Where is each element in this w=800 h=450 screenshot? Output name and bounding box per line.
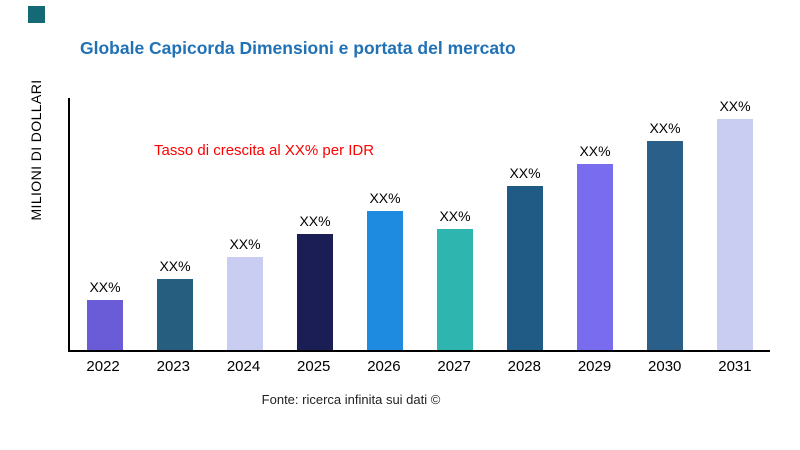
x-axis-label: 2028: [507, 358, 541, 375]
x-axis-labels: 2022 2023 2024 2025 2026 2027 2028 2029 2030 2031: [68, 358, 770, 375]
bar-value-label: XX%: [649, 119, 681, 136]
bar-2025: [297, 234, 333, 350]
plot-area: Tasso di crescita al XX% per IDR XX% XX% X…: [68, 98, 770, 352]
bar-column: XX%: [350, 98, 420, 350]
x-axis-label: 2029: [577, 358, 612, 375]
bar-value-label: XX%: [229, 235, 261, 252]
bar-column: XX%: [700, 98, 770, 350]
bar-column: XX%: [70, 98, 140, 350]
bar-column: XX%: [210, 98, 280, 350]
x-axis-label: 2023: [156, 358, 190, 375]
logo-mark: [28, 6, 45, 23]
growth-rate-annotation: Tasso di crescita al XX% per IDR: [154, 142, 375, 159]
y-axis-title: MILIONI DI DOLLARI: [28, 79, 44, 221]
bar-2022: [87, 299, 123, 350]
page-title: Globale Capicorda Dimensioni e portata d…: [80, 38, 516, 58]
bar-value-label: XX%: [719, 98, 751, 114]
bar-value-label: XX%: [509, 165, 541, 182]
x-axis-label: 2030: [648, 358, 682, 375]
bar-2028: [507, 186, 543, 350]
source-note: Fonte: ricerca infinita sui dati ©: [261, 392, 441, 407]
bar-2027: [437, 229, 473, 350]
bar-2026: [367, 211, 403, 350]
bar-2024: [227, 256, 263, 350]
x-axis-label: 2022: [86, 358, 120, 375]
x-axis-label: 2026: [367, 358, 401, 375]
bar-value-label: XX%: [439, 208, 471, 225]
bar-2023: [157, 279, 193, 350]
x-axis-label: 2031: [718, 358, 752, 375]
bar-column: XX%: [490, 98, 560, 350]
x-axis-label: 2025: [297, 358, 331, 375]
bar-column: XX%: [560, 98, 630, 350]
bar-value-label: XX%: [159, 258, 191, 275]
bar-column: XX%: [420, 98, 490, 350]
x-axis-label: 2027: [437, 358, 471, 375]
bar-2029: [577, 163, 613, 350]
bar-2030: [647, 140, 683, 350]
bar-value-label: XX%: [579, 142, 611, 159]
x-axis-label: 2024: [226, 358, 261, 375]
bar-value-label: XX%: [369, 190, 401, 207]
bar-value-label: XX%: [299, 213, 331, 230]
bar-value-label: XX%: [89, 278, 121, 295]
bar-column: XX%: [140, 98, 210, 350]
bar-2031: [717, 119, 753, 350]
bar-column: XX%: [280, 98, 350, 350]
bars-container: XX% XX% XX% XX% XX% XX% XX% XX% XX% XX%: [70, 98, 770, 350]
bar-column: XX%: [630, 98, 700, 350]
